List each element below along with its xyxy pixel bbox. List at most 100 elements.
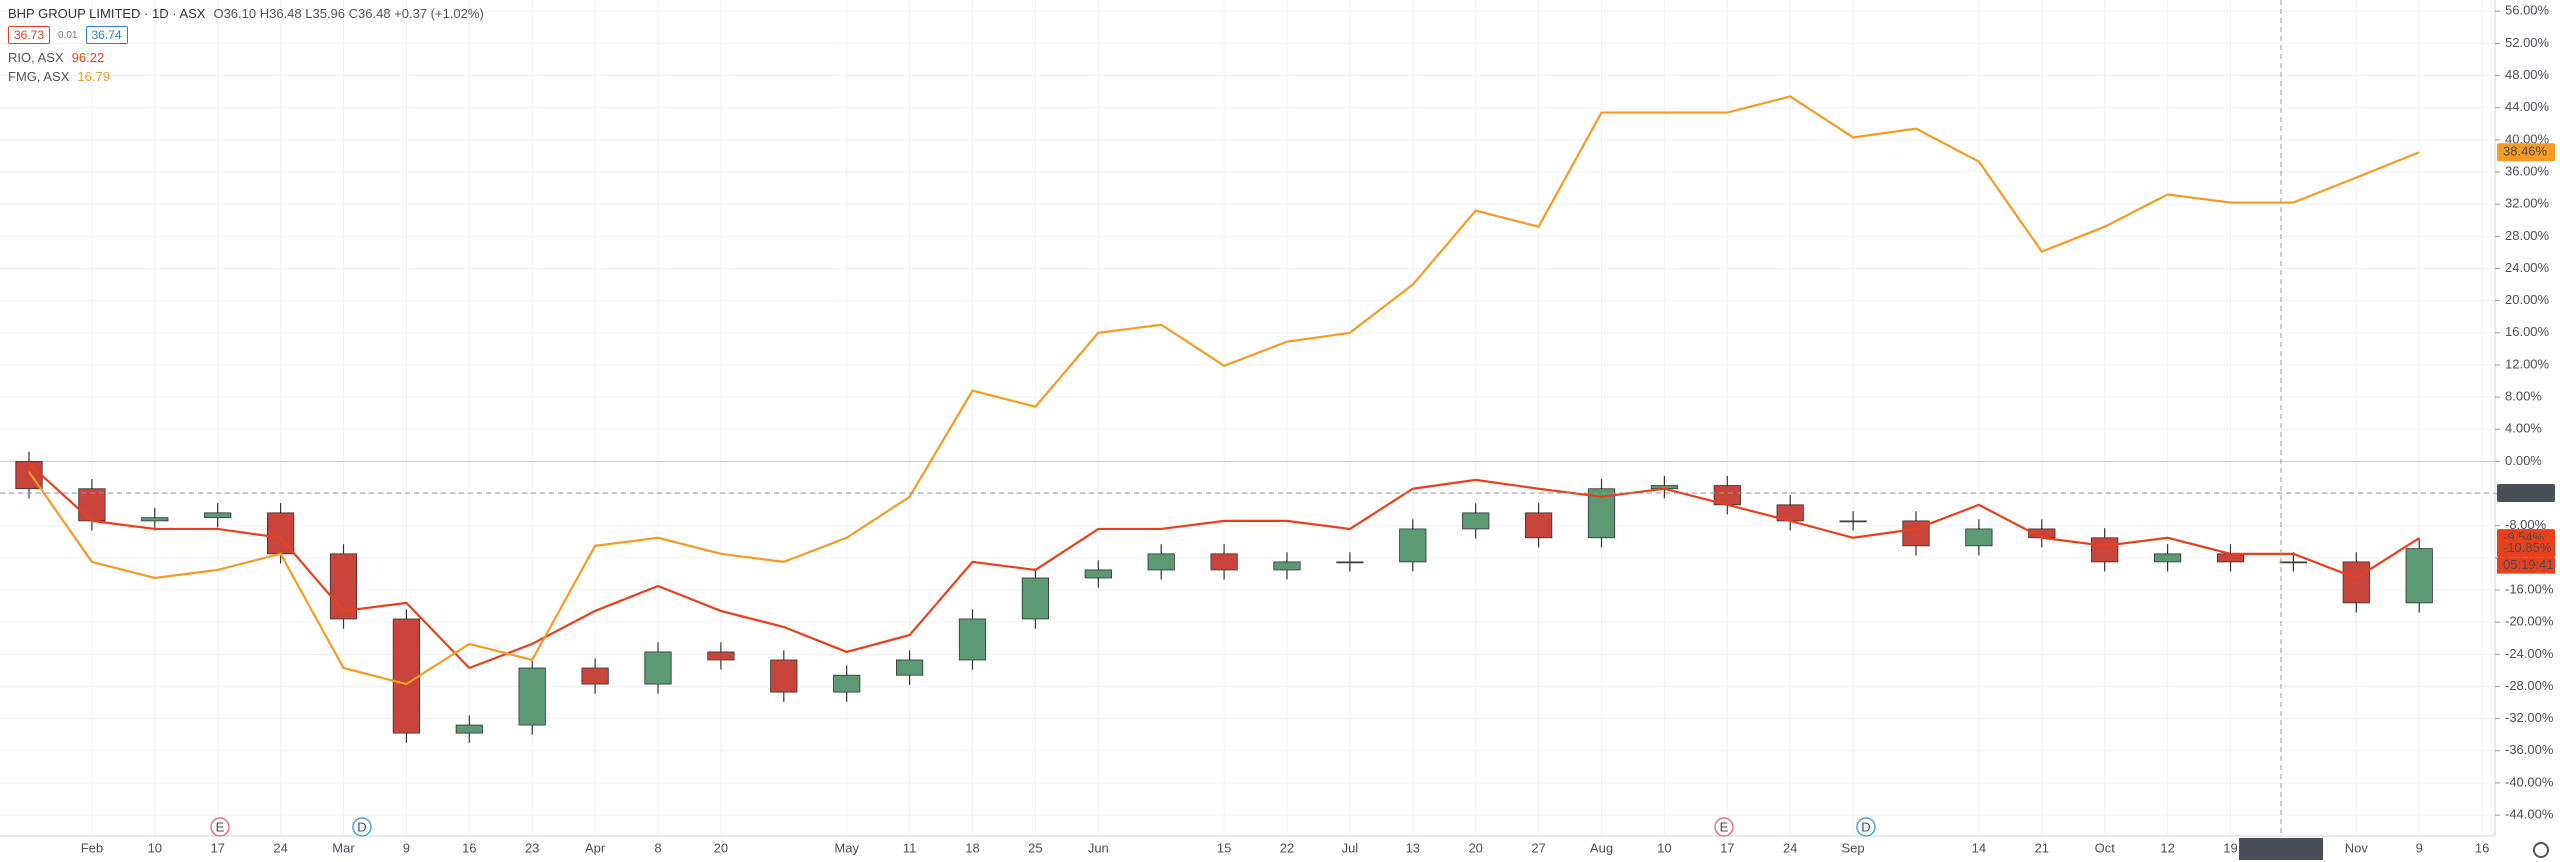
x-tick-label: 24 [1783,840,1797,855]
y-tick-label: 24.00% [2505,260,2550,275]
candle-body [1147,553,1175,571]
x-tick-label: Nov [2345,840,2369,855]
ask[interactable]: 36.74 [85,26,128,44]
event-label: D [1861,819,1870,834]
y-tick-label: -8.00% [2505,517,2547,532]
event-marker [210,817,230,837]
bid[interactable]: 36.73 [8,26,51,44]
candle-body [1210,553,1238,571]
symbol-title[interactable]: BHP GROUP LIMITED · 1D · ASX [8,6,206,21]
candle-body [581,667,609,685]
y-tick-label: 20.00% [2505,292,2550,307]
legend-value: 96.22 [71,50,105,65]
candle-body [1524,512,1553,539]
y-tick-label: 28.00% [2505,228,2550,243]
y-tick-label: 16.00% [2505,324,2550,339]
series-line [28,463,2420,670]
x-tick-label: Sep [1842,840,1865,855]
countdown-box [2497,557,2555,574]
y-tick-label: 40.00% [2505,131,2550,146]
event-marker [1714,817,1734,837]
candle-body [455,724,483,734]
x-tick-label: 10 [148,840,162,855]
y-tick-label: -20.00% [2505,614,2554,629]
y-tick-label: 48.00% [2505,67,2550,82]
x-tick-label: 17 [1720,840,1734,855]
candle-body [958,618,987,661]
candle-body [392,618,421,734]
y-tick-label: 52.00% [2505,35,2550,50]
event-label: E [216,819,225,834]
legend-item[interactable]: FMG, ASX 16.79 [8,69,110,84]
x-tick-label: Apr [585,840,606,855]
candle-body [2216,553,2245,563]
y-tick-label: 44.00% [2505,99,2550,114]
event-marker [1856,817,1876,837]
y-tick-label: -40.00% [2505,774,2554,789]
y-tick-label: -16.00% [2505,581,2554,596]
axis-tag [2497,143,2555,162]
x-tick-label: Aug [1590,840,1613,855]
header: BHP GROUP LIMITED · 1D · ASX O36.10 H36.… [8,6,484,21]
x-tick-label: Jul [1342,840,1359,855]
candle-body [1399,528,1427,563]
candle-body [1273,561,1301,571]
candle-body [770,659,798,693]
y-tick-label: 56.00% [2505,3,2550,18]
x-tick-label: 11 [903,840,917,855]
x-tick-label: 27 [1531,840,1545,855]
x-tick-label: 25 [1028,840,1042,855]
event-label: D [357,819,366,834]
candle-body [1839,520,1867,523]
candle-body [2153,553,2182,563]
x-tick-label: 18 [965,840,979,855]
x-tick-label: 21 [2035,840,2049,855]
x-tick-label: 10 [1657,840,1671,855]
series-line [28,95,2420,686]
y-tick-label: -36.00% [2505,742,2554,757]
y-tick-label: -28.00% [2505,678,2554,693]
candle-body [1462,512,1490,530]
countdown: 05:19:41 [2503,557,2554,572]
candle-body [78,488,106,522]
legend-item[interactable]: RIO, ASX 96.22 [8,50,104,65]
x-tick-label: Jun [1088,840,1109,855]
y-tick-label: 8.00% [2505,389,2542,404]
x-tick-label: 22 [1280,840,1294,855]
candle-body [141,517,169,522]
candle-body [204,512,232,519]
candle-body [1587,488,1616,539]
legend-value: 16.79 [77,69,110,84]
y-tick-label: 0.00% [2505,453,2542,468]
ohlc: O36.10 H36.48 L35.96 C36.48 +0.37 (+1.02… [213,6,484,21]
x-tick-label: 24 [273,840,287,855]
x-tick-label: May [834,840,859,855]
x-tick-label: 15 [1217,840,1231,855]
x-tick-label: Mar [332,840,355,855]
legend-name: FMG, ASX [8,69,70,84]
x-tick-label: 9 [403,840,410,855]
x-tick-label: 14 [1972,840,1986,855]
candle-body [2342,561,2370,604]
settings-icon [2533,842,2549,858]
candle-body [2279,561,2308,564]
x-tick-label: Feb [81,840,103,855]
y-tick-label: 12.00% [2505,356,2550,371]
y-tick-label: -44.00% [2505,807,2554,822]
quote-row: 36.73 0.01 36.74 [8,26,128,44]
axis-tag [2497,483,2555,502]
x-tick-label: 23 [525,840,539,855]
legend-name: RIO, ASX [8,50,64,65]
y-tick-label: 36.00% [2505,163,2550,178]
candle-body [1965,528,1993,547]
y-tick-label: -24.00% [2505,646,2554,661]
axis-tag [2497,539,2555,558]
x-tick-label: 9 [2416,840,2423,855]
candle-body [895,659,924,676]
event-marker [352,817,372,837]
crosshair-box [2239,838,2323,860]
x-tick-label: 19 [2223,840,2237,855]
candle-body [2091,537,2119,563]
